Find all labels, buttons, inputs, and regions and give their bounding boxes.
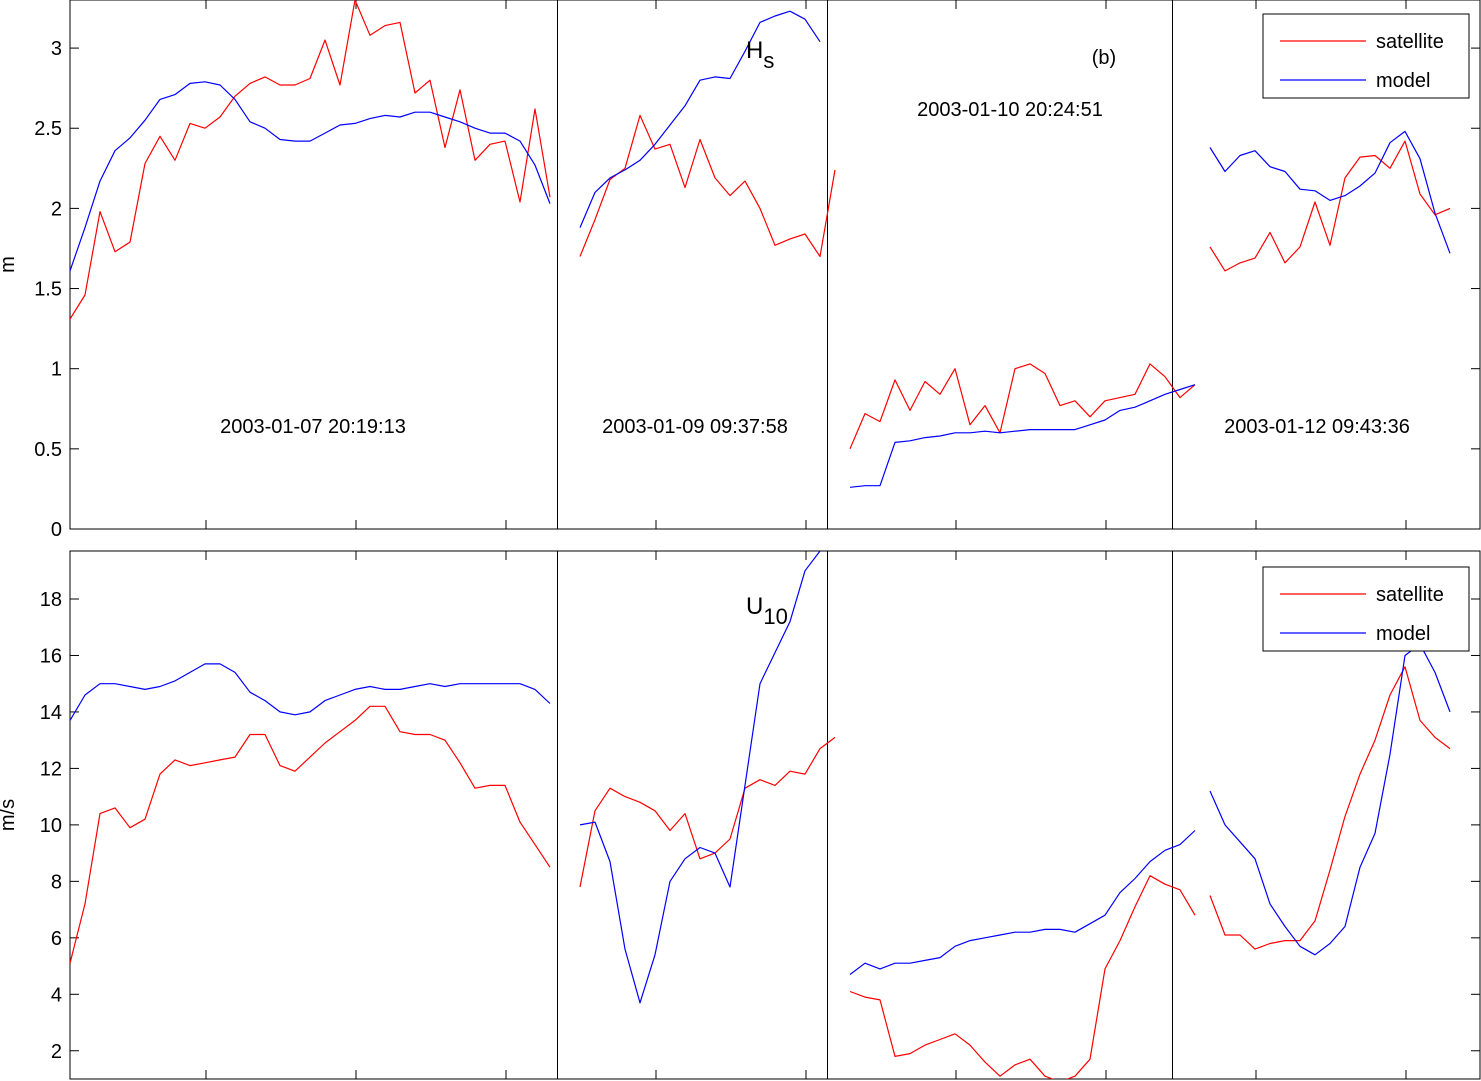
y-tick-label: 1	[51, 359, 62, 381]
y-tick-label: 6	[51, 928, 62, 950]
chart-panel-1: 0 0.5 1 1.5 2 2.5 3 m Hs (b) 2003-01-07 20:19:13 20…	[0, 0, 1481, 541]
y-tick-label: 0	[51, 519, 62, 541]
series-satellite-line	[849, 363, 1196, 450]
series-satellite-line	[579, 736, 836, 888]
series-model-line	[70, 663, 551, 721]
variable-label: U10	[746, 593, 788, 629]
y-tick-label: 14	[40, 702, 62, 724]
series-model-line	[579, 551, 821, 1004]
y-tick-label: 12	[40, 758, 62, 780]
segment-timestamp-label: 2003-01-09 09:37:58	[602, 416, 788, 438]
y-axis-label: m	[0, 256, 19, 273]
series-satellite-line	[1209, 666, 1451, 950]
legend-label-model: model	[1376, 623, 1430, 645]
segment-timestamp-label: 2003-01-10 20:24:51	[917, 99, 1103, 121]
panel-tag: (b)	[1092, 47, 1116, 69]
series-model-line	[849, 830, 1196, 975]
legend-box	[1262, 566, 1470, 652]
series-satellite-line	[1209, 140, 1451, 272]
y-tick-label: 0.5	[34, 439, 62, 461]
axes-box	[69, 0, 1481, 530]
y-tick-label: 16	[40, 645, 62, 667]
series-model-line	[579, 10, 821, 228]
series-model-line	[1209, 643, 1451, 956]
y-tick-label: 2.5	[34, 118, 62, 140]
y-tick-label: 2	[51, 1041, 62, 1063]
plot-area	[70, 0, 1451, 488]
y-tick-label: 8	[51, 871, 62, 893]
legend-label-satellite: satellite	[1376, 584, 1444, 606]
series-satellite-line	[849, 875, 1196, 1079]
y-tick-label: 1.5	[34, 279, 62, 301]
chart-panel-2: 2 4 6 8 10 12 14 16 18 m/s U10 satellite model	[0, 550, 1481, 1080]
series-satellite-line	[70, 0, 551, 320]
y-axis-label: m/s	[0, 799, 19, 831]
legend: satellite model	[1262, 566, 1470, 652]
legend-label-satellite: satellite	[1376, 31, 1444, 53]
legend-box	[1262, 13, 1470, 99]
plot-area	[70, 551, 1451, 1079]
segment-timestamp-label: 2003-01-12 09:43:36	[1224, 416, 1410, 438]
series-satellite-line	[70, 705, 551, 964]
y-tick-label: 3	[51, 38, 62, 60]
series-model-line	[70, 81, 551, 272]
axes-box	[69, 550, 1481, 1080]
y-tick-label: 4	[51, 984, 62, 1006]
legend: satellite model	[1262, 13, 1470, 99]
y-tick-label: 10	[40, 815, 62, 837]
series-model-line	[849, 384, 1196, 488]
legend-label-model: model	[1376, 70, 1430, 92]
segment-timestamp-label: 2003-01-07 20:19:13	[220, 416, 406, 438]
variable-label: Hs	[746, 37, 774, 73]
series-satellite-line	[579, 114, 836, 258]
y-tick-label: 18	[40, 589, 62, 611]
y-tick-label: 2	[51, 198, 62, 220]
series-model-line	[1209, 130, 1451, 254]
